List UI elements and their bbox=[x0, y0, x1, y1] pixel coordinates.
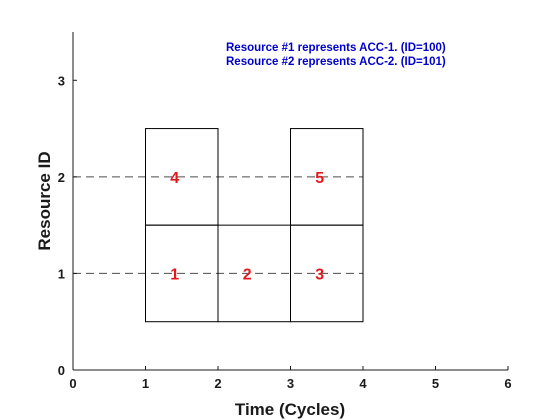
y-ticks: 0 1 2 3 bbox=[58, 73, 77, 378]
x-ticks: 0 1 2 3 4 5 6 bbox=[69, 366, 512, 391]
x-tick-label: 0 bbox=[69, 376, 76, 391]
y-tick-label: 0 bbox=[58, 363, 65, 378]
x-axis-title: Time (Cycles) bbox=[235, 400, 345, 419]
x-tick-label: 1 bbox=[142, 376, 149, 391]
task-label-2: 2 bbox=[243, 266, 252, 283]
annotation-line-1: Resource #1 represents ACC-1. (ID=100) bbox=[226, 42, 446, 54]
x-tick-label: 3 bbox=[287, 376, 294, 391]
x-tick-label: 4 bbox=[359, 376, 367, 391]
x-tick-label: 2 bbox=[214, 376, 221, 391]
task-block-5 bbox=[290, 128, 364, 226]
task-block-2 bbox=[217, 224, 291, 323]
task-label-5: 5 bbox=[315, 170, 324, 187]
task-label-4: 4 bbox=[170, 170, 179, 187]
y-tick-label: 2 bbox=[58, 170, 65, 185]
y-tick-label: 3 bbox=[58, 73, 65, 88]
task-label-1: 1 bbox=[170, 266, 179, 283]
task-blocks: 1 2 3 4 5 bbox=[145, 128, 364, 323]
task-label-3: 3 bbox=[315, 266, 324, 283]
x-tick-label: 5 bbox=[432, 376, 439, 391]
task-block-4 bbox=[145, 128, 219, 226]
x-tick-label: 6 bbox=[504, 376, 511, 391]
y-tick-label: 1 bbox=[58, 266, 65, 281]
y-axis-title: Resource ID bbox=[35, 151, 54, 250]
annotation-line-2: Resource #2 represents ACC-2. (ID=101) bbox=[226, 56, 446, 68]
